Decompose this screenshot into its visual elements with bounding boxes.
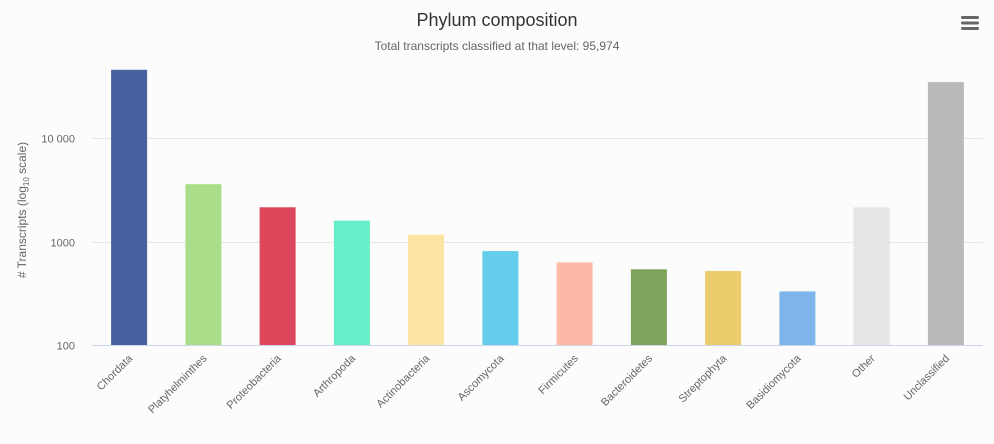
chart-menu-button[interactable] — [956, 10, 984, 36]
x-tick-label: Proteobacteria — [225, 352, 285, 412]
bar-other[interactable] — [853, 207, 890, 345]
hamburger-menu-icon — [961, 16, 979, 30]
bar-basidiomycota[interactable] — [779, 291, 816, 345]
x-tick-label: Bacteroidetes — [599, 352, 655, 408]
x-tick-label: Other — [850, 352, 878, 380]
chart-subtitle: Total transcripts classified at that lev… — [375, 39, 620, 53]
chart-title: Phylum composition — [416, 10, 577, 30]
y-axis-label-suffix: scale) — [15, 142, 29, 177]
bar-streptophyta[interactable] — [705, 271, 742, 345]
x-tick-label: Streptophyta — [677, 352, 730, 405]
y-tick-label: 100 — [57, 341, 75, 353]
y-tick-label: 1000 — [51, 238, 75, 250]
x-tick-label: Actinobacteria — [374, 352, 432, 410]
y-axis-label-subscript: 10 — [22, 177, 31, 186]
y-tick-label: 10 000 — [41, 134, 75, 146]
y-axis-label: # Transcripts (log10 scale) — [15, 142, 31, 278]
x-tick-label: Firmicutes — [536, 352, 581, 397]
x-tick-label: Platyhelminthes — [146, 352, 210, 416]
x-tick-label: Unclassified — [902, 353, 952, 403]
bar-firmicutes[interactable] — [556, 262, 593, 345]
bar-chordata[interactable] — [111, 69, 148, 346]
bar-actinobacteria[interactable] — [408, 234, 445, 345]
bar-bacteroidetes[interactable] — [630, 269, 667, 345]
x-tick-label: Basidiomycota — [744, 352, 804, 412]
x-tick-label: Ascomycota — [456, 352, 507, 403]
y-axis-label-prefix: # Transcripts (log — [15, 186, 29, 278]
x-tick-label: Arthropoda — [311, 352, 359, 400]
bar-arthropoda[interactable] — [333, 220, 370, 345]
bar-proteobacteria[interactable] — [259, 207, 296, 345]
bar-platyhelminthes[interactable] — [185, 184, 222, 345]
bar-ascomycota[interactable] — [482, 251, 519, 345]
bar-unclassified[interactable] — [927, 82, 964, 345]
x-tick-label: Chordata — [95, 352, 136, 393]
